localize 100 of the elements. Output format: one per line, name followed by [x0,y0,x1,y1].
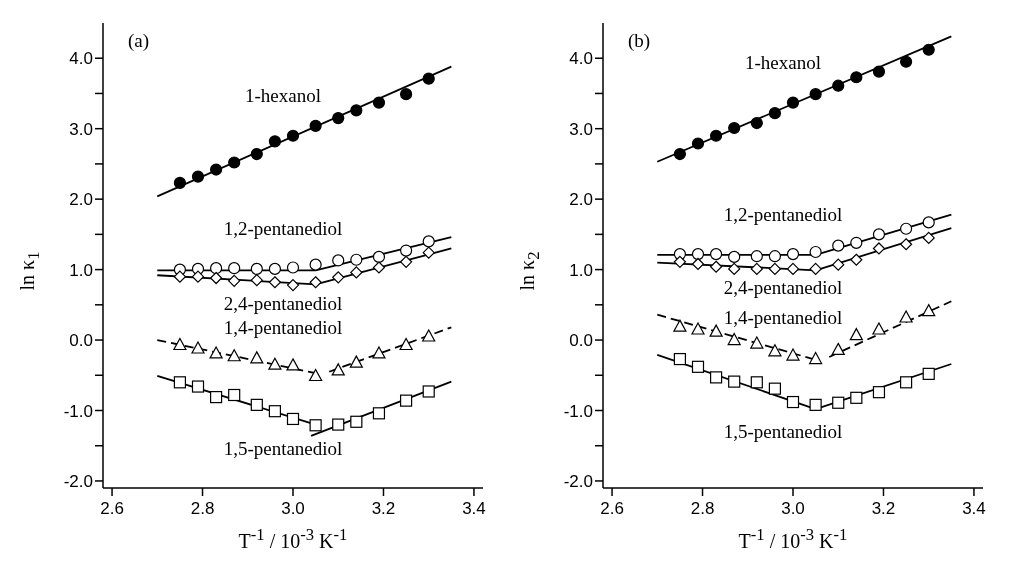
point [691,257,705,271]
point [422,235,435,248]
point [899,310,913,323]
point [786,96,800,109]
point [210,391,223,404]
x-tick-label: 2.6 [100,499,124,519]
point [809,398,822,411]
point [710,129,723,142]
x-tick-label: 2.8 [690,499,715,519]
point [400,244,413,257]
point [691,137,705,150]
point [768,107,782,120]
point [422,329,436,342]
point [268,135,281,148]
point [691,360,705,373]
y-tick-label: 4.0 [569,49,593,69]
point [250,274,263,287]
point [832,79,845,92]
point [286,412,300,426]
point [422,72,435,85]
point [250,147,263,161]
point [850,71,863,84]
x-axis-title: T$^{-1}$ / 10$^{-3}$ K$^{-1}$ [737,525,849,553]
x-tick-label: 3.0 [281,499,305,519]
point [786,247,800,261]
x-tick-label: 3.2 [371,499,396,519]
point [922,304,936,317]
point [350,266,363,279]
x-tick-label: 2.6 [600,499,624,519]
point [228,156,241,169]
point [268,357,282,370]
series-label: 1,4-pentanediol [223,316,343,338]
point [400,88,413,101]
point [750,116,763,130]
point [350,415,363,428]
y-tick-label: -1.0 [563,401,593,421]
point [250,351,264,364]
y-tick-label: 1.0 [569,260,593,280]
point [832,239,845,252]
point [286,261,300,274]
point [709,324,723,337]
point [228,388,241,402]
series-label: 1,2-pentanediol [223,217,343,239]
point [400,255,413,268]
point [332,418,345,431]
point [750,376,763,389]
point [710,260,723,273]
point [849,328,863,341]
point [399,337,413,351]
point [191,270,205,283]
point [673,319,687,332]
y-tick-label: 0.0 [569,331,593,351]
x-axis-title: T$^{-1}$ / 10$^{-3}$ K$^{-1}$ [237,525,349,553]
point [727,332,741,346]
point [173,176,187,190]
series-label: 1,4-pentanediol [723,306,843,328]
point [173,376,187,389]
series-label: 2,4-pentanediol [223,293,343,315]
point [710,247,723,261]
x-tick-label: 3.0 [781,499,805,519]
point [691,322,705,335]
point [673,352,687,366]
point [832,258,845,271]
point [750,336,764,349]
point [309,368,323,382]
point [809,351,823,365]
point [372,346,386,359]
point [173,270,186,283]
x-tick-label: 3.4 [462,499,486,519]
point [850,391,863,404]
point [210,262,223,275]
point [872,322,886,335]
y-tick-label: -2.0 [563,471,593,491]
point [228,274,241,287]
point [768,382,782,395]
point [831,342,845,356]
series-label: 1,5-pentanediol [223,438,343,460]
point [250,262,263,275]
point [786,348,800,361]
y-tick-label: 1.0 [69,260,93,280]
point [673,147,687,161]
x-tick-label: 3.2 [871,499,896,519]
point [191,380,205,393]
point [400,394,413,407]
point [209,346,223,359]
point [786,395,800,409]
series-label: 1,2-pentanediol [723,204,843,226]
series-label: 2,4-pentanediol [723,277,843,299]
point [173,337,187,351]
point [922,216,935,229]
point [372,407,386,420]
point [900,55,913,68]
point [191,170,205,183]
point [350,104,363,117]
point [922,367,935,380]
point [750,250,763,263]
point [872,386,886,399]
point [268,405,281,418]
point [331,363,345,376]
point [768,344,782,357]
